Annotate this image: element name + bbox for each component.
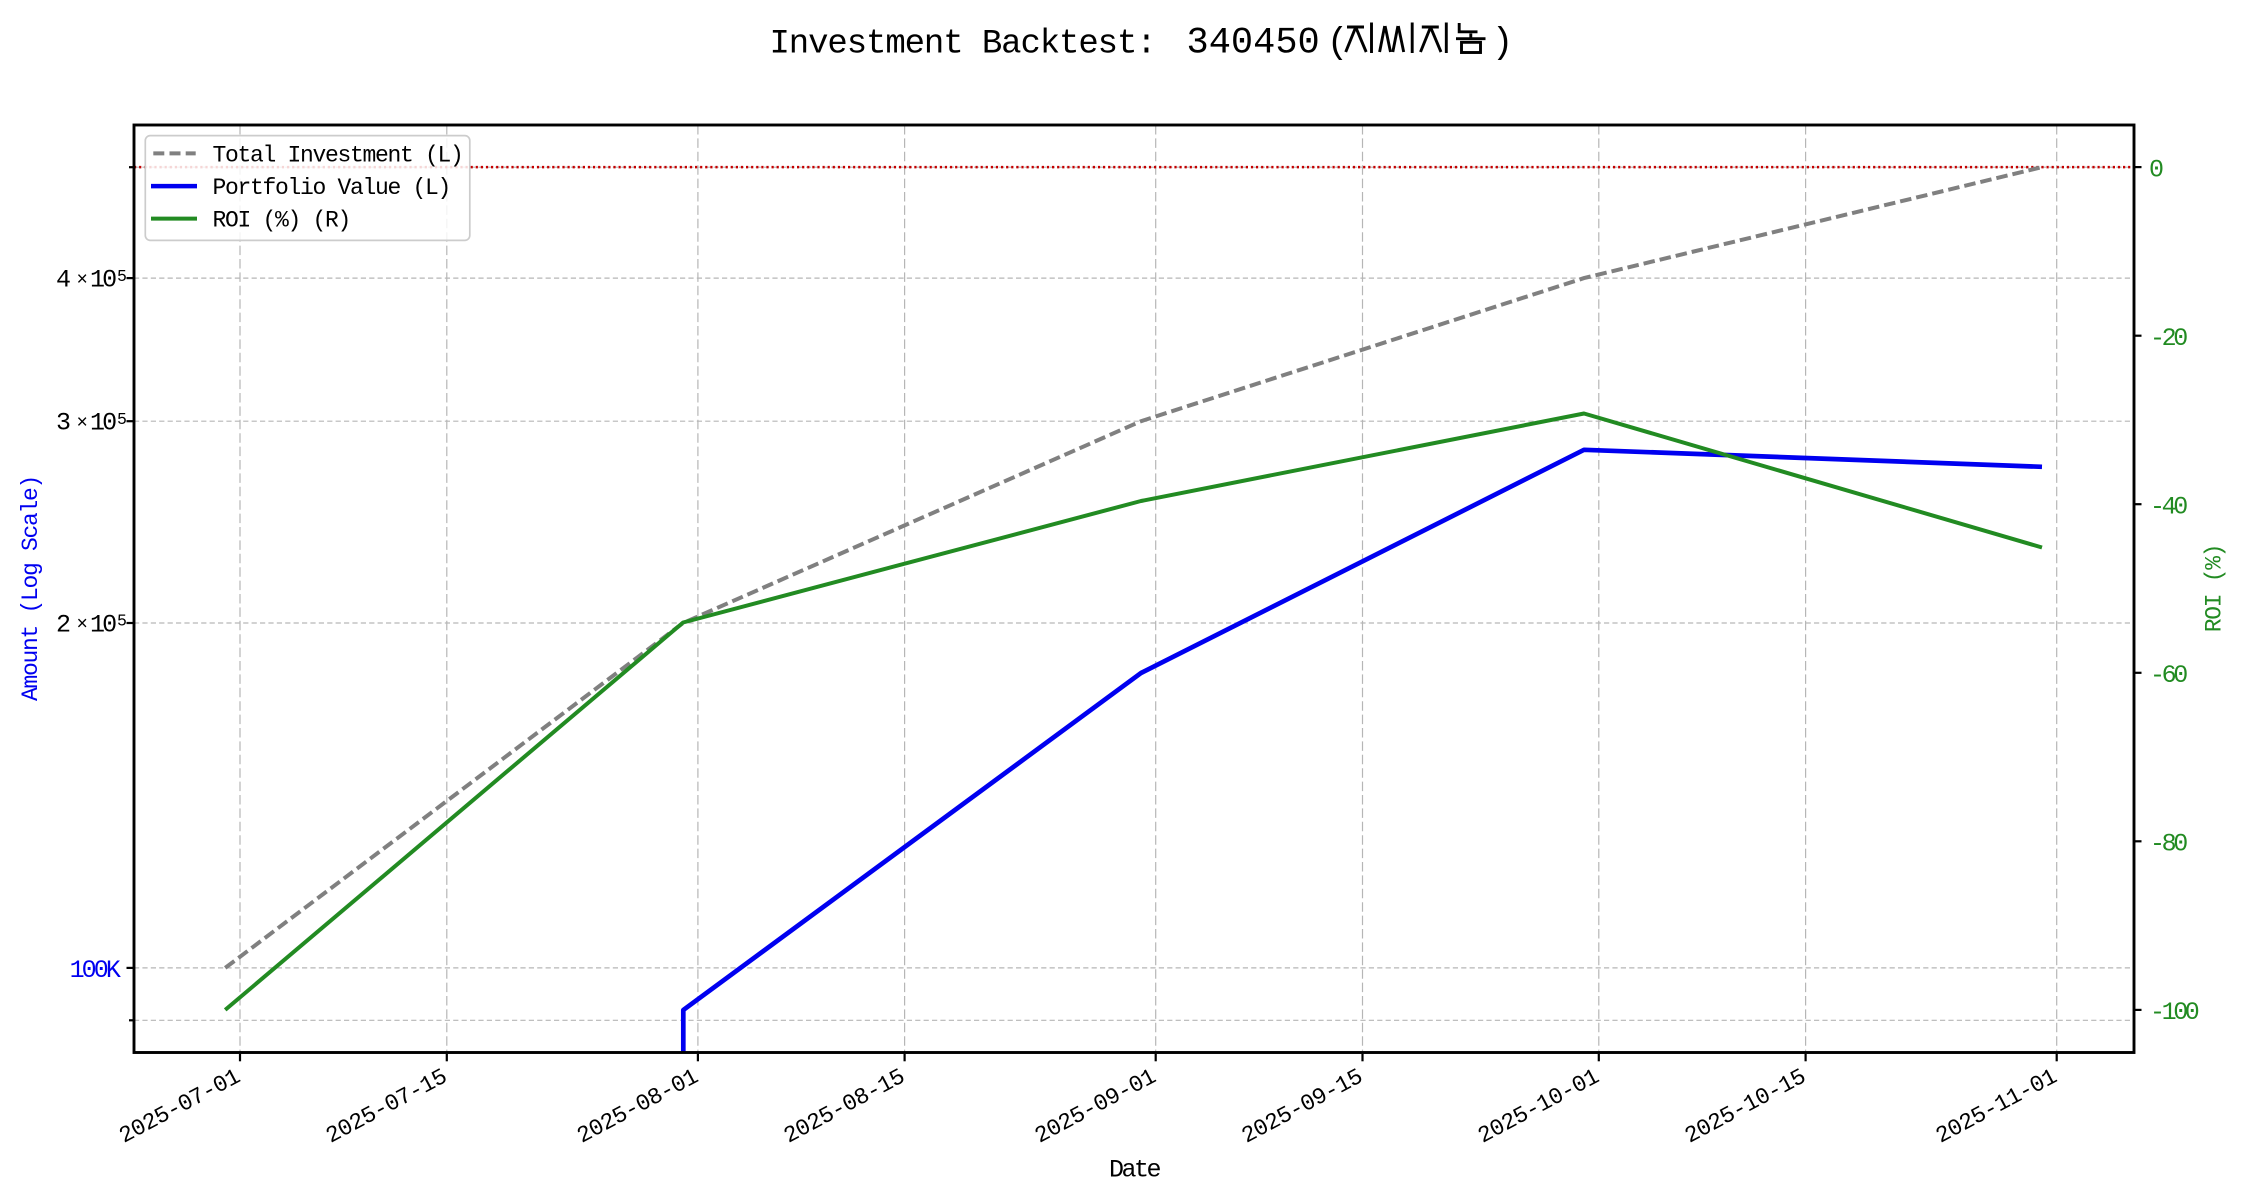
svg-text:-100: -100 (2150, 998, 2199, 1027)
svg-text:-60: -60 (2150, 661, 2187, 690)
svg-text:Portfolio Value (L): Portfolio Value (L) (213, 175, 451, 201)
svg-text:100K: 100K (70, 956, 121, 985)
svg-text:(: ( (1327, 23, 1349, 64)
svg-text:-20: -20 (2150, 324, 2187, 353)
svg-text:ROI (%) (R): ROI (%) (R) (213, 208, 351, 234)
svg-text:3: 3 (56, 409, 70, 438)
svg-text:10: 10 (90, 266, 116, 295)
svg-text:×: × (77, 614, 87, 636)
svg-text:Investment Backtest:: Investment Backtest: (770, 26, 1156, 64)
svg-text:5: 5 (117, 267, 127, 286)
svg-text:4: 4 (56, 266, 70, 295)
svg-text:-80: -80 (2150, 830, 2187, 859)
svg-text:Amount (Log Scale): Amount (Log Scale) (18, 476, 44, 701)
svg-text:ROI (%): ROI (%) (2202, 545, 2228, 633)
svg-text:10: 10 (90, 611, 116, 640)
svg-text:×: × (77, 269, 87, 291)
svg-text:×: × (77, 412, 87, 434)
svg-text:10: 10 (90, 409, 116, 438)
svg-text:-40: -40 (2150, 492, 2187, 521)
svg-text:Date: Date (1109, 1156, 1161, 1185)
svg-text:Total Investment (L): Total Investment (L) (213, 142, 463, 168)
svg-text:2: 2 (56, 611, 70, 640)
svg-text:): ) (1492, 23, 1514, 64)
svg-text:5: 5 (117, 612, 127, 631)
svg-text:5: 5 (117, 410, 127, 429)
svg-text:340450: 340450 (1187, 23, 1320, 65)
